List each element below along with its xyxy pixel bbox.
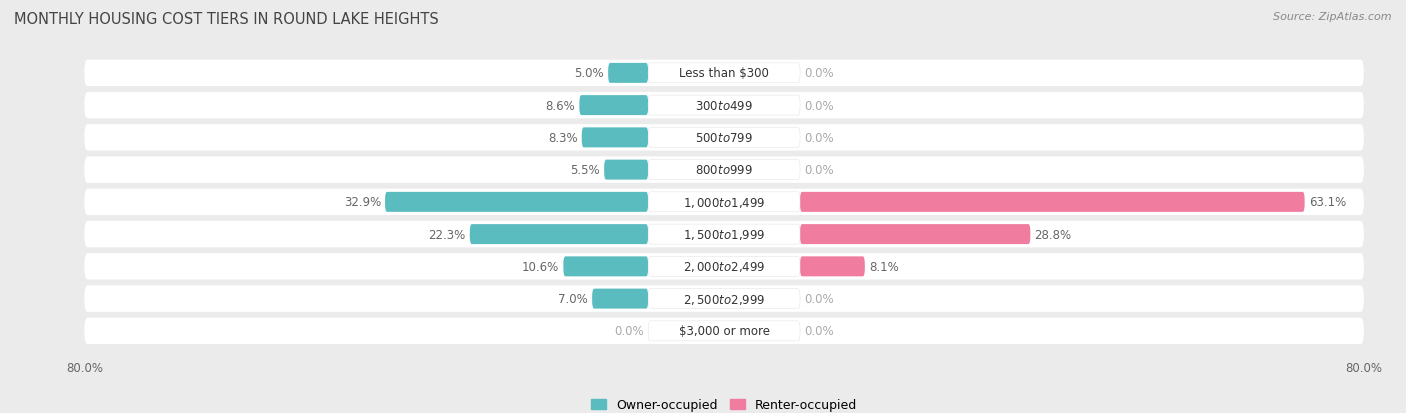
Text: $2,500 to $2,999: $2,500 to $2,999 xyxy=(683,292,765,306)
FancyBboxPatch shape xyxy=(84,157,1364,183)
FancyBboxPatch shape xyxy=(800,192,1305,212)
Text: 8.3%: 8.3% xyxy=(548,132,578,145)
Text: Source: ZipAtlas.com: Source: ZipAtlas.com xyxy=(1274,12,1392,22)
Text: $800 to $999: $800 to $999 xyxy=(695,164,754,177)
Text: 0.0%: 0.0% xyxy=(804,67,834,80)
Text: 32.9%: 32.9% xyxy=(344,196,381,209)
FancyBboxPatch shape xyxy=(84,254,1364,280)
FancyBboxPatch shape xyxy=(84,221,1364,248)
Text: $2,000 to $2,499: $2,000 to $2,499 xyxy=(683,260,765,274)
Text: 8.6%: 8.6% xyxy=(546,100,575,112)
FancyBboxPatch shape xyxy=(84,318,1364,344)
Text: $1,000 to $1,499: $1,000 to $1,499 xyxy=(683,195,765,209)
FancyBboxPatch shape xyxy=(800,257,865,277)
FancyBboxPatch shape xyxy=(648,128,800,148)
FancyBboxPatch shape xyxy=(648,257,800,277)
Text: 63.1%: 63.1% xyxy=(1309,196,1346,209)
Text: 0.0%: 0.0% xyxy=(804,164,834,177)
FancyBboxPatch shape xyxy=(648,321,800,341)
Text: 10.6%: 10.6% xyxy=(522,260,560,273)
FancyBboxPatch shape xyxy=(470,225,648,244)
Text: 7.0%: 7.0% xyxy=(558,292,588,305)
FancyBboxPatch shape xyxy=(84,125,1364,151)
Text: 5.0%: 5.0% xyxy=(575,67,605,80)
FancyBboxPatch shape xyxy=(579,96,648,116)
FancyBboxPatch shape xyxy=(564,257,648,277)
FancyBboxPatch shape xyxy=(648,192,800,212)
Text: 5.5%: 5.5% xyxy=(571,164,600,177)
Text: $500 to $799: $500 to $799 xyxy=(695,132,754,145)
Text: 0.0%: 0.0% xyxy=(804,100,834,112)
FancyBboxPatch shape xyxy=(609,64,648,84)
FancyBboxPatch shape xyxy=(84,93,1364,119)
Text: $300 to $499: $300 to $499 xyxy=(695,100,754,112)
Text: 22.3%: 22.3% xyxy=(429,228,465,241)
FancyBboxPatch shape xyxy=(605,160,648,180)
Text: 0.0%: 0.0% xyxy=(804,292,834,305)
FancyBboxPatch shape xyxy=(582,128,648,148)
Text: 0.0%: 0.0% xyxy=(804,132,834,145)
Text: MONTHLY HOUSING COST TIERS IN ROUND LAKE HEIGHTS: MONTHLY HOUSING COST TIERS IN ROUND LAKE… xyxy=(14,12,439,27)
FancyBboxPatch shape xyxy=(648,64,800,84)
FancyBboxPatch shape xyxy=(648,160,800,180)
FancyBboxPatch shape xyxy=(648,289,800,309)
FancyBboxPatch shape xyxy=(592,289,648,309)
Text: $1,500 to $1,999: $1,500 to $1,999 xyxy=(683,228,765,242)
FancyBboxPatch shape xyxy=(84,286,1364,312)
FancyBboxPatch shape xyxy=(648,96,800,116)
FancyBboxPatch shape xyxy=(84,60,1364,87)
FancyBboxPatch shape xyxy=(648,225,800,244)
Legend: Owner-occupied, Renter-occupied: Owner-occupied, Renter-occupied xyxy=(586,393,862,413)
Text: 0.0%: 0.0% xyxy=(804,325,834,337)
Text: 8.1%: 8.1% xyxy=(869,260,898,273)
Text: 0.0%: 0.0% xyxy=(614,325,644,337)
Text: 28.8%: 28.8% xyxy=(1035,228,1071,241)
Text: $3,000 or more: $3,000 or more xyxy=(679,325,769,337)
FancyBboxPatch shape xyxy=(385,192,648,212)
FancyBboxPatch shape xyxy=(800,225,1031,244)
FancyBboxPatch shape xyxy=(84,189,1364,216)
Text: Less than $300: Less than $300 xyxy=(679,67,769,80)
